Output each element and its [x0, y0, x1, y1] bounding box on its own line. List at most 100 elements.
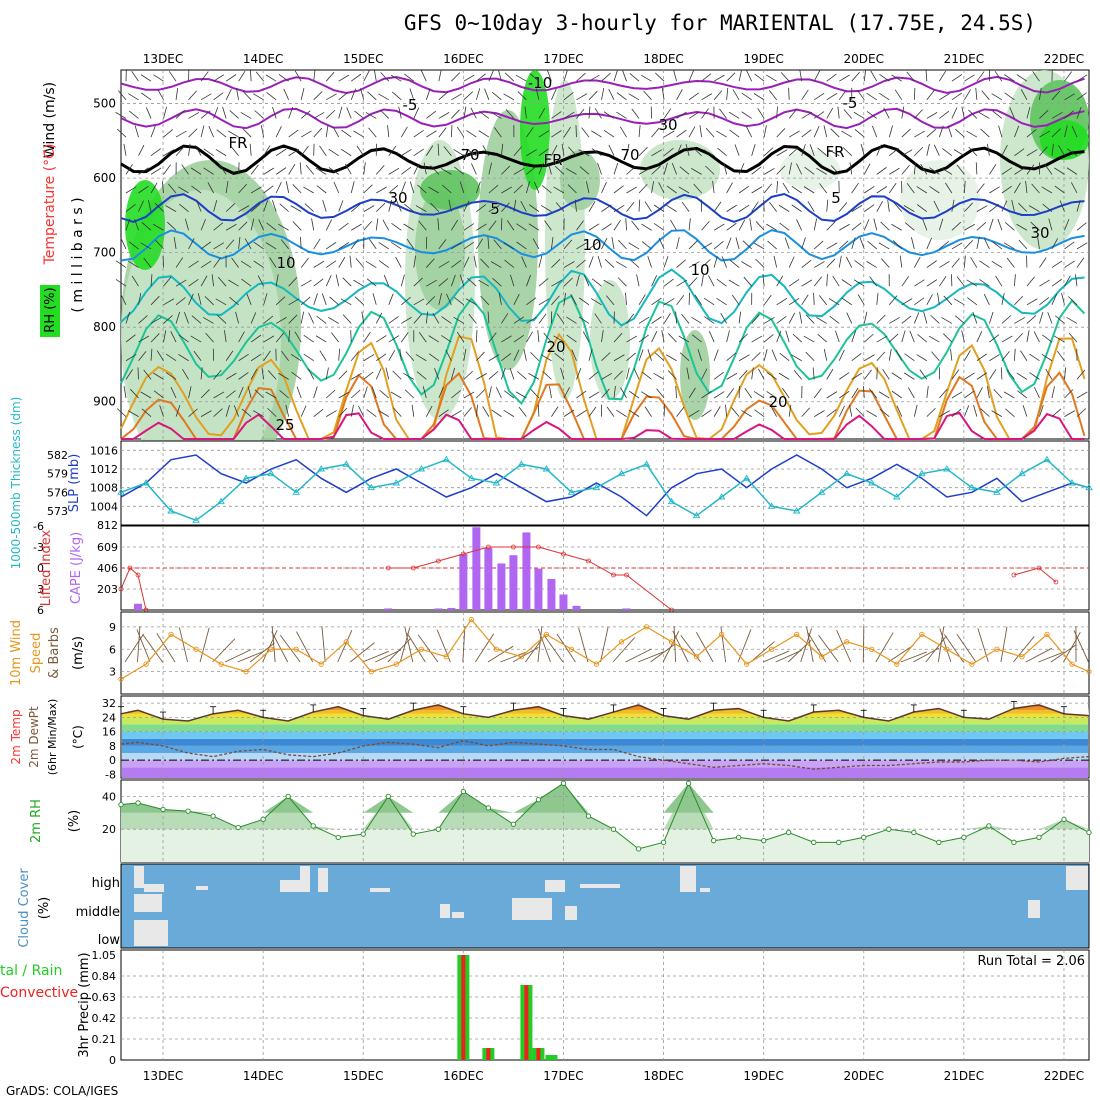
- wind-barb: [313, 238, 321, 250]
- wind-barb: [628, 93, 640, 101]
- wind-barb: [725, 404, 728, 417]
- wind-barb: [141, 222, 152, 231]
- wind-speed-point: [844, 639, 850, 645]
- wind-barb: [563, 126, 571, 138]
- top-date-label: 17DEC: [543, 52, 583, 66]
- rh-point: [210, 813, 216, 819]
- wind-barb: [1051, 112, 1063, 119]
- wind-barb: [901, 330, 906, 343]
- wind-barb: [425, 311, 429, 324]
- wind-barb: [547, 162, 552, 175]
- wind-barb: [576, 368, 582, 380]
- wind-barb: [413, 107, 420, 119]
- wind-barb: [230, 146, 239, 156]
- wind-barb: [513, 199, 517, 212]
- wind-barb: [537, 330, 540, 343]
- wind-barb: [225, 405, 230, 417]
- wind-barb: [138, 167, 149, 175]
- wind-barb: [726, 372, 738, 380]
- wind-barb: [500, 143, 504, 156]
- wind-barb: [482, 145, 490, 156]
- wind-barb: [1005, 408, 1015, 417]
- wind-barb: [571, 349, 577, 361]
- wind-barb: [321, 293, 327, 305]
- wind-barb: [138, 315, 148, 324]
- y-tick-label: 6: [37, 604, 44, 617]
- wind-barb: [626, 186, 638, 194]
- wind-barb: [751, 367, 754, 380]
- wind-barb: [506, 220, 515, 231]
- wind-barb: [388, 145, 397, 156]
- wind-barb: [813, 125, 820, 138]
- wind-barb: [842, 147, 853, 157]
- wind-barb: [873, 218, 878, 231]
- wind-barb: [376, 335, 387, 343]
- wind-barb: [438, 409, 449, 417]
- wind-barb: [851, 222, 862, 231]
- wind-barb: [899, 255, 903, 268]
- wind-barb: [224, 330, 227, 343]
- wind-barb: [328, 317, 339, 324]
- ylabel-rh-2m: 2m RH: [29, 799, 44, 843]
- wind-barb: [726, 72, 736, 82]
- wind-barb: [701, 93, 713, 101]
- thickness-marker: [817, 488, 826, 495]
- thickness-marker: [117, 488, 125, 495]
- wind-barb: [538, 107, 546, 119]
- wind-barb: [308, 312, 315, 324]
- wind-barb: [1011, 199, 1015, 212]
- wind-barb: [638, 168, 650, 175]
- wind-barb: [753, 391, 765, 399]
- wind-barb: [576, 274, 580, 287]
- wind-barb: [663, 298, 675, 306]
- wind-barb: [551, 88, 557, 100]
- wind-barb: [204, 296, 214, 306]
- wind-barb: [713, 371, 724, 380]
- wind-barb: [613, 219, 621, 231]
- wind-barb: [603, 111, 615, 119]
- wind-barb: [853, 279, 865, 287]
- wind-barb: [281, 350, 289, 361]
- wind-barb: [372, 293, 377, 305]
- wind-barb: [401, 316, 412, 324]
- wind-barb: [175, 279, 187, 287]
- wind-barb: [395, 256, 402, 268]
- wind-barb: [813, 92, 825, 101]
- wind-barb: [613, 370, 623, 380]
- wind-barb: [879, 408, 890, 417]
- wind-barb: [208, 125, 214, 138]
- wind-barb: [388, 167, 400, 175]
- wind-barb: [613, 162, 619, 175]
- wind-barb: [1016, 223, 1028, 231]
- wind-barb: [463, 370, 473, 380]
- wind-barb: [488, 354, 500, 362]
- wind-barb: [463, 223, 475, 231]
- wind-barb: [413, 148, 424, 157]
- wind-barb: [188, 408, 198, 417]
- wind-barb: [213, 107, 219, 119]
- wind-barb: [701, 108, 709, 119]
- wind-barb: [250, 186, 262, 194]
- wind-barb: [249, 69, 252, 82]
- wind-speed-point: [543, 631, 550, 638]
- wind-barb: [1037, 236, 1040, 249]
- wind-barb: [629, 73, 640, 82]
- wind-barb: [353, 130, 364, 138]
- wind-barb: [1022, 405, 1028, 417]
- wind-barb: [780, 72, 790, 82]
- wind-barb: [1014, 148, 1025, 157]
- ylabel-wind-1: 10m Wind: [9, 620, 24, 686]
- wind-barb: [651, 127, 660, 138]
- wind-barb: [315, 335, 327, 343]
- wind-barb: [313, 91, 323, 101]
- wind-barb: [504, 72, 515, 82]
- wind-barb: [754, 73, 765, 82]
- wind-barb: [551, 111, 562, 119]
- wind-barb: [913, 256, 921, 268]
- wind-barb: [891, 372, 903, 380]
- wind-barb: [378, 410, 389, 417]
- wind-barb: [591, 298, 602, 306]
- rh-blob: [478, 110, 538, 370]
- wind-barb: [145, 107, 152, 119]
